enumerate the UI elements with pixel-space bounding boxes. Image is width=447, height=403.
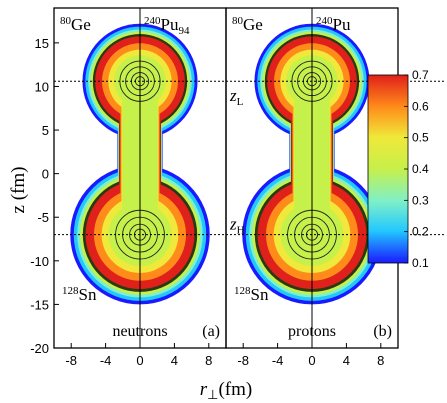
x-tick-label: -8 [65, 353, 77, 368]
species-label: neutrons [112, 323, 167, 340]
colorbar-tick-label: 0.7 [412, 68, 429, 82]
heavy-fragment-label: 128Sn [62, 285, 97, 304]
x-tick-labels: -8 -4 0 4 8 -8 -4 0 4 8 [65, 343, 384, 368]
y-tick-labels: 15 10 5 0 -5 -10 -15 -20 [30, 36, 59, 356]
light-fragment-label: 80Ge [60, 15, 91, 34]
y-tick-label: 5 [42, 123, 49, 138]
x-tick-label: 4 [171, 353, 178, 368]
colorbar-tick-label: 0.2 [412, 225, 429, 239]
parent-nucleus-label: 240Pu94 [144, 15, 190, 37]
colorbar-ticks: 0.7 0.6 0.5 0.4 0.3 0.2 0.1 [404, 68, 429, 270]
colorbar: 0.7 0.6 0.5 0.4 0.3 0.2 0.1 [367, 68, 429, 270]
z-H-label: zH [229, 215, 245, 237]
heavy-fragment-label: 128Sn [234, 285, 269, 304]
panel-b-labels: 80Ge 240Pu 128Sn protons (b) zL zH [229, 15, 392, 340]
x-tick-label: 8 [377, 353, 384, 368]
x-tick-label: 4 [343, 353, 350, 368]
panel-tag: (a) [202, 323, 220, 340]
colorbar-tick-label: 0.1 [412, 256, 429, 270]
y-tick-label: 15 [35, 36, 49, 51]
panel-b-protons [225, 7, 399, 349]
panel-a-labels: 80Ge 240Pu94 128Sn neutrons (a) [60, 15, 220, 340]
panel-labels: 80Ge 240Pu94 128Sn neutrons (a) 80Ge 240Pu 128S… [60, 15, 392, 340]
x-tick-label: -8 [237, 353, 249, 368]
x-tick-label: -4 [100, 353, 112, 368]
y-tick-label: 10 [35, 79, 49, 94]
species-label: protons [288, 323, 336, 340]
colorbar-scale [367, 74, 409, 264]
colorbar-tick-label: 0.4 [412, 162, 429, 176]
y-tick-label: -15 [30, 297, 49, 312]
light-fragment-label: 80Ge [232, 15, 263, 34]
y-tick-label: -10 [30, 254, 49, 269]
parent-nucleus-label: 240Pu [316, 15, 351, 34]
panel-tag: (b) [373, 323, 392, 340]
y-axis-label: z (fm) [8, 167, 29, 214]
y-tick-label: -5 [37, 210, 49, 225]
colorbar-tick-label: 0.6 [412, 99, 429, 113]
x-tick-label: 8 [205, 353, 212, 368]
density-map-protons [242, 8, 382, 348]
y-tick-label: -20 [30, 341, 49, 356]
x-tick-label: 0 [136, 353, 143, 368]
x-axis-label: r⊥(fm) [200, 379, 253, 402]
z-L-label: zL [229, 86, 244, 108]
y-tick-label: 0 [42, 167, 49, 182]
x-tick-label: 0 [308, 353, 315, 368]
x-tick-label: -4 [272, 353, 284, 368]
colorbar-tick-label: 0.3 [412, 193, 429, 207]
colorbar-tick-label: 0.5 [412, 131, 429, 145]
